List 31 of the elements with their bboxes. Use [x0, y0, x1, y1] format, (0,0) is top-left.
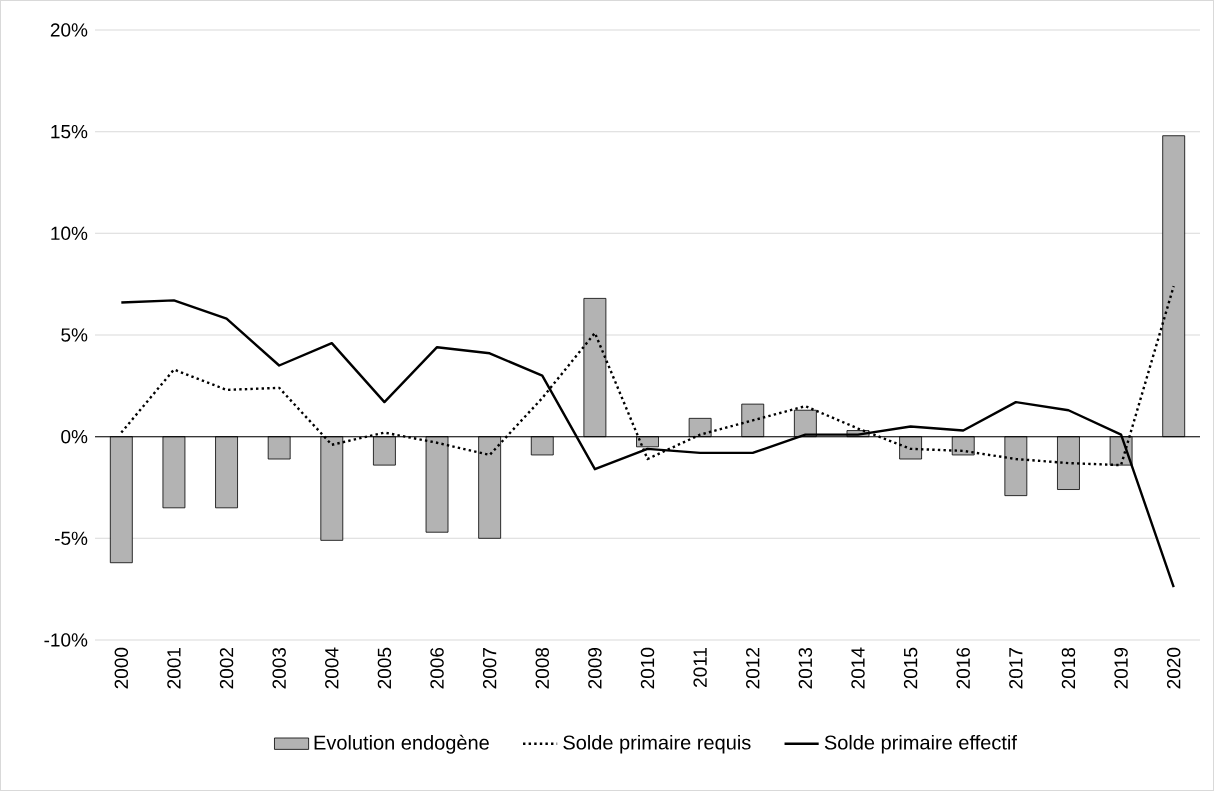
x-tick-label: 2004	[325, 647, 339, 689]
x-tick-label: 2019	[1114, 647, 1128, 689]
y-tick-label: 20%	[50, 23, 88, 37]
x-tick-label: 2011	[693, 648, 707, 687]
x-tick-label: 2000	[114, 647, 129, 689]
x-tick-label: 2010	[640, 647, 655, 689]
x-tick-label: 2007	[482, 648, 497, 689]
y-tick-label: -10%	[44, 633, 88, 647]
x-tick-label: 2003	[272, 647, 286, 689]
x-tick-label: 2008	[535, 647, 549, 689]
y-tick-label: 10%	[51, 226, 88, 241]
x-tick-label: 2002	[219, 648, 234, 689]
x-tick-label: 2018	[1061, 647, 1076, 689]
x-tick-label: 2001	[167, 648, 181, 689]
x-tick-label: 2005	[377, 647, 392, 689]
x-tick-label: 2016	[956, 647, 970, 689]
x-tick-label: 2013	[798, 647, 813, 689]
y-tick-label: 15%	[51, 124, 88, 139]
legend-label: Solde primaire requis	[563, 734, 751, 754]
x-tick-label: 2006	[430, 647, 444, 689]
x-tick-label: 2014	[851, 647, 865, 689]
legend-label: Solde primaire effectif	[824, 734, 1017, 754]
x-tick-label: 2015	[903, 647, 918, 689]
y-tick-label: 0%	[61, 429, 88, 444]
x-tick-label: 2020	[1166, 647, 1181, 689]
legend-label: Evolution endogène	[314, 734, 489, 754]
x-tick-label: 2009	[588, 647, 602, 689]
x-tick-label: 2017	[1009, 648, 1023, 689]
x-tick-label: 2012	[746, 648, 760, 689]
y-tick-label: 5%	[61, 328, 88, 342]
y-tick-label: -5%	[55, 531, 88, 546]
